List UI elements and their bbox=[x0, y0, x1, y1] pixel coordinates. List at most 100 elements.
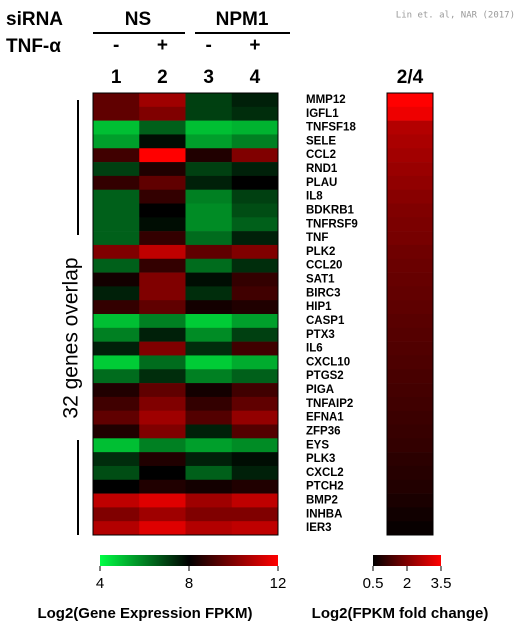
cell bbox=[387, 162, 433, 177]
cell bbox=[231, 314, 279, 329]
cell bbox=[231, 286, 279, 301]
cell bbox=[139, 120, 186, 135]
row-label: TNF bbox=[306, 232, 328, 244]
group: NS bbox=[125, 9, 151, 30]
cell bbox=[185, 424, 233, 439]
cell bbox=[139, 396, 186, 411]
cell bbox=[387, 424, 433, 439]
row-label: SELE bbox=[306, 135, 336, 147]
cell bbox=[93, 314, 140, 329]
cell bbox=[185, 383, 233, 398]
cell bbox=[387, 396, 433, 411]
cell bbox=[185, 327, 233, 342]
cell bbox=[93, 493, 140, 508]
cell bbox=[185, 286, 233, 301]
cell bbox=[185, 162, 233, 177]
cell bbox=[231, 231, 279, 246]
row-label: PTCH2 bbox=[306, 481, 344, 493]
row-label: BDKRB1 bbox=[306, 204, 355, 216]
cell bbox=[387, 355, 433, 370]
cell bbox=[231, 452, 279, 467]
row-label: EYS bbox=[306, 439, 329, 451]
cell bbox=[231, 479, 279, 494]
cell bbox=[387, 507, 433, 522]
cell bbox=[231, 438, 279, 453]
colorbar bbox=[373, 555, 441, 566]
cell bbox=[185, 217, 233, 232]
side-label: 32 genes overlap bbox=[60, 257, 83, 418]
cell bbox=[93, 93, 140, 108]
row-label: SAT1 bbox=[306, 274, 335, 286]
cell bbox=[231, 327, 279, 342]
cell bbox=[185, 258, 233, 273]
cell bbox=[387, 272, 433, 287]
cell bbox=[93, 369, 140, 384]
treatment: - bbox=[205, 35, 211, 56]
cell bbox=[139, 341, 186, 356]
cell bbox=[231, 341, 279, 356]
cell bbox=[387, 314, 433, 329]
row-label: BIRC3 bbox=[306, 287, 341, 299]
cell bbox=[93, 162, 140, 177]
cell bbox=[139, 189, 186, 204]
cell bbox=[185, 396, 233, 411]
cell bbox=[139, 231, 186, 246]
cell bbox=[93, 134, 140, 149]
cell bbox=[387, 493, 433, 508]
cell bbox=[231, 493, 279, 508]
cell bbox=[139, 300, 186, 315]
cell bbox=[387, 479, 433, 494]
cell bbox=[387, 189, 433, 204]
cell bbox=[93, 355, 140, 370]
cell bbox=[387, 203, 433, 218]
cell bbox=[93, 424, 140, 439]
cell bbox=[185, 93, 233, 108]
heatmap-frame bbox=[92, 92, 279, 536]
cell bbox=[231, 272, 279, 287]
row-label: PIGA bbox=[306, 384, 334, 396]
cell bbox=[93, 410, 140, 425]
row-label: IL8 bbox=[306, 191, 323, 203]
cell bbox=[387, 341, 433, 356]
cell bbox=[231, 120, 279, 135]
cell bbox=[93, 327, 140, 342]
cell bbox=[139, 106, 186, 121]
cell bbox=[93, 217, 140, 232]
column-label: 3 bbox=[203, 67, 214, 88]
row-label: CXCL2 bbox=[306, 467, 344, 479]
row-label: CCL2 bbox=[306, 149, 336, 161]
colorbar bbox=[100, 555, 278, 566]
cell bbox=[231, 93, 279, 108]
cell bbox=[387, 286, 433, 301]
heatmap-frame bbox=[386, 92, 434, 536]
colorbar-tick-label: 3.5 bbox=[431, 575, 452, 592]
row-label: EFNA1 bbox=[306, 412, 344, 424]
cell bbox=[387, 410, 433, 425]
row-label: PLK3 bbox=[306, 453, 335, 465]
cell bbox=[139, 493, 186, 508]
row-label: TNFRSF9 bbox=[306, 218, 358, 230]
row-label: INHBA bbox=[306, 508, 342, 520]
cell bbox=[185, 355, 233, 370]
cell bbox=[387, 438, 433, 453]
cell bbox=[185, 203, 233, 218]
cell bbox=[231, 410, 279, 425]
cell bbox=[231, 465, 279, 481]
cell bbox=[185, 369, 233, 384]
cell bbox=[139, 244, 186, 260]
cell bbox=[185, 106, 233, 121]
row-label: IGFL1 bbox=[306, 108, 339, 120]
cell bbox=[387, 93, 433, 108]
cell bbox=[93, 286, 140, 301]
treatment-label: TNF-α bbox=[6, 36, 61, 57]
cell bbox=[93, 521, 140, 536]
cell bbox=[93, 465, 140, 481]
cell bbox=[93, 383, 140, 398]
cell bbox=[231, 300, 279, 315]
cell bbox=[139, 258, 186, 273]
row-label: PTX3 bbox=[306, 329, 335, 341]
colorbar-tick-label: 2 bbox=[403, 575, 411, 592]
cell bbox=[139, 327, 186, 342]
cell bbox=[139, 424, 186, 439]
cell bbox=[185, 175, 233, 190]
